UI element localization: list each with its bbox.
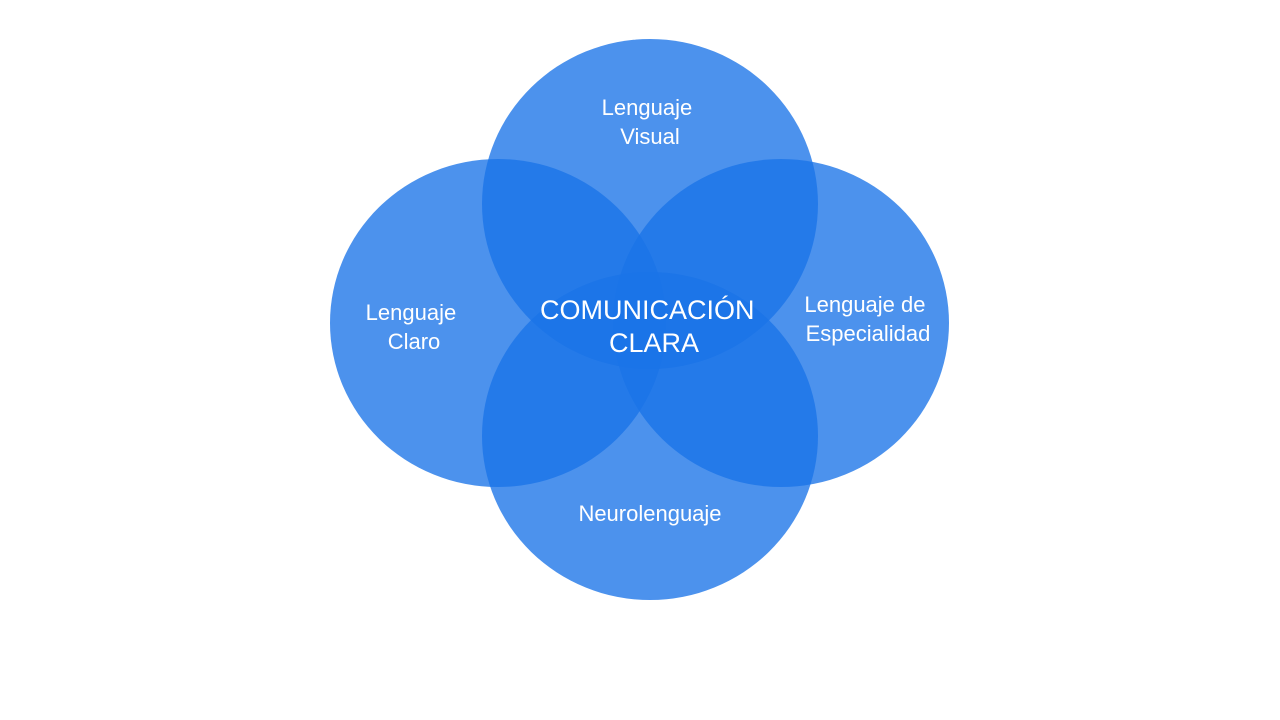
label-line: Claro [388, 329, 441, 354]
label-line: Lenguaje [602, 95, 693, 120]
center-label: COMUNICACIÓN CLARA [540, 294, 762, 358]
circle-bottom [482, 272, 818, 600]
label-line: Neurolenguaje [578, 501, 721, 526]
center-label-line: COMUNICACIÓN [540, 294, 755, 325]
label-line: Lenguaje de [804, 292, 925, 317]
label-lenguaje-claro: Lenguaje Claro [366, 300, 463, 354]
label-lenguaje-de-especialidad: Lenguaje de Especialidad [804, 292, 931, 346]
center-label-line: CLARA [609, 328, 699, 358]
label-line: Lenguaje [366, 300, 457, 325]
label-lenguaje-visual: Lenguaje Visual [602, 95, 699, 149]
label-neurolenguaje: Neurolenguaje [578, 501, 721, 526]
label-line: Visual [620, 124, 680, 149]
label-line: Especialidad [806, 321, 931, 346]
